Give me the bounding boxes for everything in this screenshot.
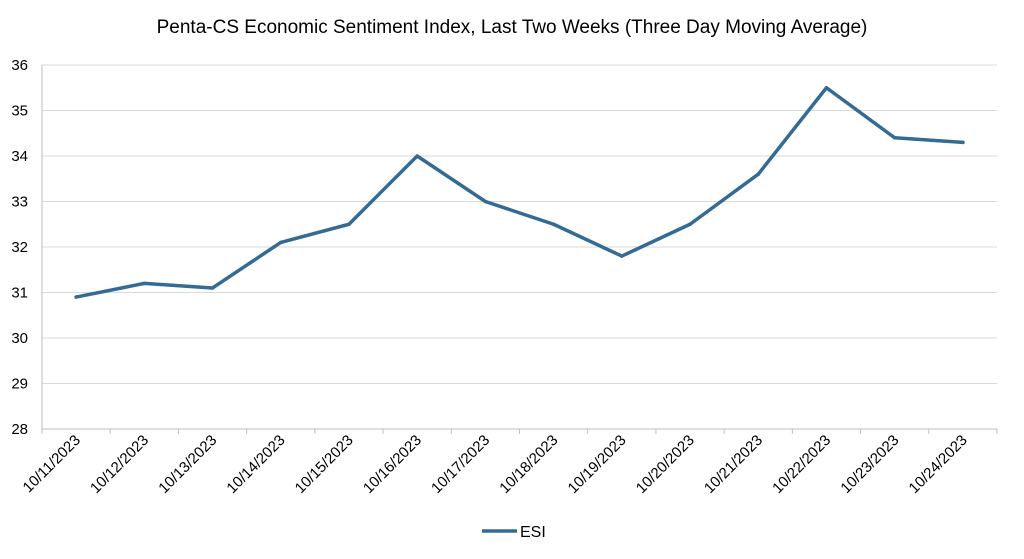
y-tick-label: 33 xyxy=(11,194,28,211)
y-axis-ticks: 28 29 30 31 32 33 34 35 36 xyxy=(11,57,28,438)
series xyxy=(74,86,965,299)
y-tick-label: 31 xyxy=(11,285,28,302)
data-point xyxy=(756,172,760,176)
data-point xyxy=(620,254,624,258)
x-tick-label: 10/12/2023 xyxy=(87,432,152,497)
x-tick-label: 10/11/2023 xyxy=(20,432,84,496)
data-point xyxy=(210,286,215,290)
x-tick-label: 10/22/2023 xyxy=(769,432,834,497)
data-point xyxy=(892,136,897,140)
y-tick-label: 30 xyxy=(11,330,28,347)
data-point xyxy=(279,240,283,245)
data-point xyxy=(415,154,419,158)
data-point xyxy=(688,222,692,226)
y-tick-label: 36 xyxy=(11,57,28,74)
y-tick-label: 28 xyxy=(11,421,28,438)
axes xyxy=(41,65,998,434)
data-point xyxy=(551,222,556,226)
data-point xyxy=(483,199,488,204)
x-tick-label: 10/20/2023 xyxy=(633,432,698,497)
y-tick-label: 29 xyxy=(11,376,28,393)
legend: ESI xyxy=(482,524,546,541)
series-line-esi xyxy=(74,86,965,299)
chart-title: Penta-CS Economic Sentiment Index, Last … xyxy=(157,17,868,38)
data-point xyxy=(961,140,965,145)
y-tick-label: 35 xyxy=(11,103,28,120)
data-point xyxy=(74,295,78,299)
x-tick-label: 10/24/2023 xyxy=(906,432,971,497)
y-tick-label: 34 xyxy=(11,148,28,165)
data-point xyxy=(142,281,147,286)
x-axis-ticks: 10/11/2023 10/12/2023 10/13/2023 10/14/2023… xyxy=(20,432,971,497)
x-tick-label: 10/17/2023 xyxy=(428,432,493,497)
x-tick-label: 10/19/2023 xyxy=(565,432,630,497)
x-tick-label: 10/21/2023 xyxy=(701,432,766,497)
y-tick-label: 32 xyxy=(11,239,28,256)
x-tick-label: 10/16/2023 xyxy=(360,432,425,497)
x-tick-label: 10/18/2023 xyxy=(496,432,561,497)
x-tick-label: 10/14/2023 xyxy=(223,432,288,497)
x-tick-label: 10/13/2023 xyxy=(155,432,220,497)
x-tick-label: 10/15/2023 xyxy=(292,432,357,497)
data-point xyxy=(824,86,829,90)
x-tick-label: 10/23/2023 xyxy=(837,432,902,497)
data-point xyxy=(347,222,351,226)
legend-label-esi: ESI xyxy=(520,524,546,541)
gridlines xyxy=(42,64,997,384)
